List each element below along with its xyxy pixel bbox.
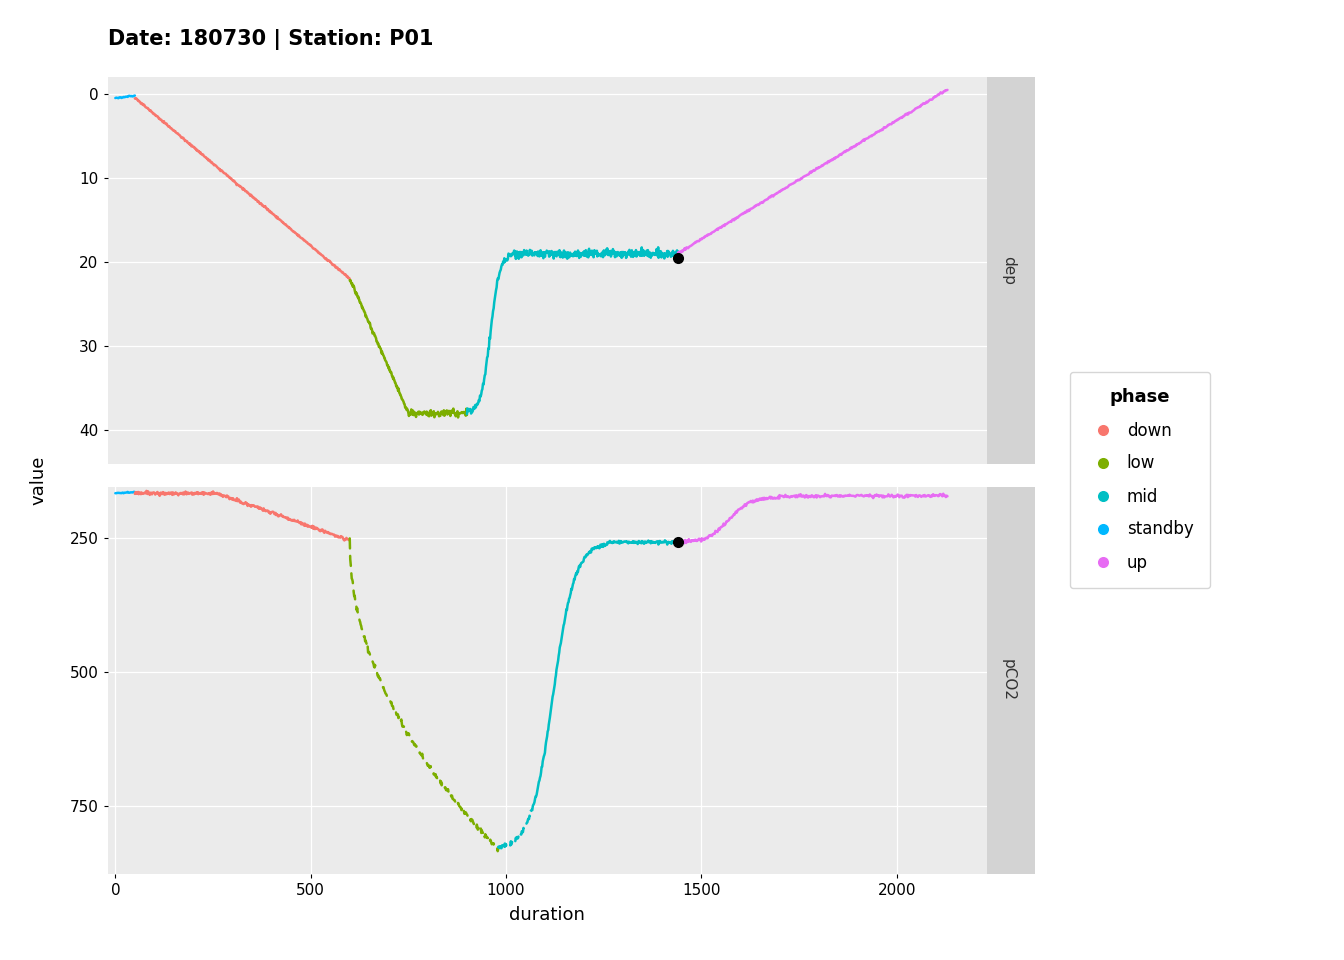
X-axis label: duration: duration [509, 906, 585, 924]
Text: pCO2: pCO2 [1001, 660, 1016, 701]
Text: dep: dep [1001, 255, 1016, 285]
Text: value: value [30, 455, 47, 505]
Legend: down, low, mid, standby, up: down, low, mid, standby, up [1070, 372, 1210, 588]
Text: Date: 180730 | Station: P01: Date: 180730 | Station: P01 [108, 29, 433, 50]
